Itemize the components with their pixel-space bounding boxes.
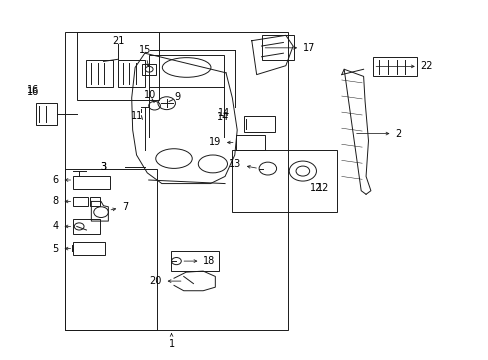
Text: 15: 15 [139,45,151,67]
Bar [77,32,159,100]
Bar [73,219,100,234]
Bar [64,32,287,330]
Text: 9: 9 [174,92,180,102]
Bar [73,197,88,206]
Bar [235,135,264,150]
Text: 18: 18 [183,256,215,266]
Text: 8: 8 [53,197,70,206]
Text: 17: 17 [264,43,315,53]
Text: 13: 13 [228,159,256,169]
Bar [142,64,156,75]
Bar [148,55,224,87]
Text: 21: 21 [112,36,124,46]
Bar [64,169,157,330]
Text: 10: 10 [144,90,156,100]
Bar [73,242,105,255]
Text: 14: 14 [218,108,230,118]
Bar [36,103,57,125]
Text: 22: 22 [375,62,432,71]
Text: 1: 1 [168,333,174,349]
Text: 19: 19 [208,138,232,148]
Text: 4: 4 [53,221,70,231]
Bar [232,150,336,212]
Text: 16: 16 [27,85,39,95]
Text: 2: 2 [356,129,401,139]
Bar [90,197,100,206]
Text: 11: 11 [131,111,143,121]
Bar [262,35,293,60]
Text: 12: 12 [310,183,322,193]
Text: 6: 6 [53,175,70,185]
Text: 7: 7 [111,202,128,212]
Bar [243,116,275,132]
Text: 3: 3 [100,162,106,172]
Bar [86,60,113,87]
Bar [372,57,416,76]
Text: 14: 14 [216,112,228,122]
Bar [118,60,144,87]
Bar [170,251,219,271]
Text: 3: 3 [100,162,106,172]
Text: 16: 16 [27,87,39,98]
Bar [73,176,110,189]
Text: 12: 12 [316,183,328,193]
Text: 5: 5 [52,244,70,253]
Text: 20: 20 [149,276,181,286]
